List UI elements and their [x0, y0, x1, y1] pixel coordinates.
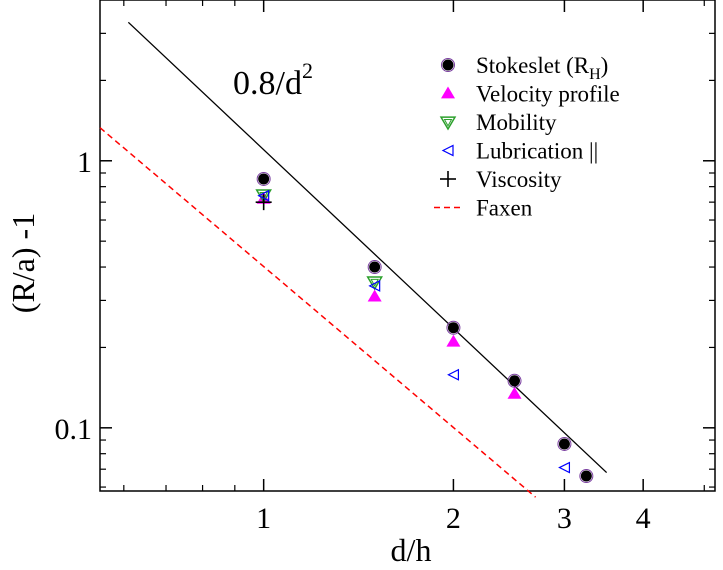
legend-entry: Velocity profile [441, 82, 620, 107]
marker-circle-outline [367, 260, 382, 275]
axis-ticks: 1 2 3 4 0.1 1 [55, 0, 715, 535]
legend-label: Stokeslet (RH) [476, 53, 608, 83]
marker-circle [446, 320, 461, 335]
legend-swatch [439, 116, 457, 131]
marker-triangle-up [507, 386, 522, 399]
fit-annotation-exponent: 2 [302, 58, 313, 83]
legend-label-sub: H [589, 66, 601, 83]
legend-label: Velocity profile [476, 82, 620, 107]
legend-swatch-shape [442, 59, 454, 71]
legend-swatch-shape [439, 116, 457, 131]
legend-label: Lubrication || [476, 139, 598, 164]
legend-label-main: Stokeslet (R [476, 53, 590, 78]
marker-triangle-up-shape [507, 386, 522, 399]
legend-entry: Lubrication || [441, 139, 598, 164]
legend-swatch-inner [443, 119, 453, 127]
fit-series-line [127, 21, 608, 474]
marker-circle [579, 469, 594, 484]
marker-circle-outline [507, 373, 522, 388]
marker-triangle-left-open-shape [558, 461, 571, 474]
marker-triangle-up-shape [446, 334, 461, 347]
y-axis-label: (R/a) -1 [5, 213, 41, 313]
x-axis-label: d/h [391, 532, 432, 568]
legend-swatch [440, 171, 456, 187]
legend-swatch-shape [441, 144, 454, 157]
x-tick-label: 3 [557, 502, 572, 535]
marker-circle-shape [509, 375, 521, 387]
x-tick-label: 2 [446, 502, 461, 535]
marker-triangle-left-open-shape [257, 189, 270, 202]
x-tick-label: 4 [636, 502, 651, 535]
plot-frame [99, 0, 716, 492]
marker-circle-outline [579, 469, 594, 484]
fit-line [127, 21, 608, 474]
marker-circle-shape [447, 322, 459, 334]
marker-circle-outline [557, 436, 572, 451]
fit-annotation: 0.8/d2 [233, 58, 313, 102]
marker-triangle-left-open-shape [447, 368, 460, 381]
legend-label-close: ) [601, 53, 609, 78]
marker-circle-shape [580, 470, 592, 482]
marker-plus [255, 194, 272, 211]
marker-triangle-up-shape [367, 289, 382, 302]
marker-circle-shape [558, 438, 570, 450]
legend-entry: Mobility [439, 110, 557, 135]
legend-entry: Faxen [434, 196, 533, 221]
faxen-line [99, 127, 537, 498]
data-markers [255, 171, 594, 484]
legend-swatch [441, 144, 454, 157]
legend-entry: Viscosity [440, 167, 562, 192]
marker-circle [557, 436, 572, 451]
marker-circle [507, 373, 522, 388]
legend-entry: Stokeslet (RH) [441, 53, 608, 83]
marker-circle-outline [256, 171, 271, 186]
marker-circle [256, 171, 271, 186]
y-tick-label: 0.1 [55, 413, 93, 446]
marker-triangle-left-open-shape [368, 279, 381, 292]
legend-swatch [441, 86, 455, 99]
legend-label: Viscosity [476, 167, 562, 192]
marker-circle-outline [446, 320, 461, 335]
fit-annotation-base: 0.8/d [233, 65, 302, 102]
legend-swatch [441, 58, 455, 72]
marker-circle-shape [369, 261, 381, 273]
marker-triangle-up [367, 289, 382, 302]
legend-label: Faxen [476, 196, 533, 221]
legend-swatch-shape [441, 86, 455, 99]
marker-circle-shape [258, 173, 270, 185]
legend: Stokeslet (RH)Velocity profileMobilityLu… [434, 53, 620, 221]
x-tick-label: 1 [256, 502, 271, 535]
marker-triangle-left-open [447, 368, 460, 381]
marker-triangle-left-open [257, 189, 270, 202]
marker-circle [367, 260, 382, 275]
marker-triangle-left-open [368, 279, 381, 292]
legend-label: Mobility [476, 110, 557, 135]
faxen-series-line [99, 127, 537, 498]
marker-triangle-left-open [558, 461, 571, 474]
marker-triangle-up [446, 334, 461, 347]
legend-swatch-outline [441, 58, 455, 72]
marker-triangle-down-open-inner [259, 191, 269, 200]
marker-triangle-down-open-shape [366, 276, 383, 291]
y-tick-label: 1 [77, 146, 92, 179]
